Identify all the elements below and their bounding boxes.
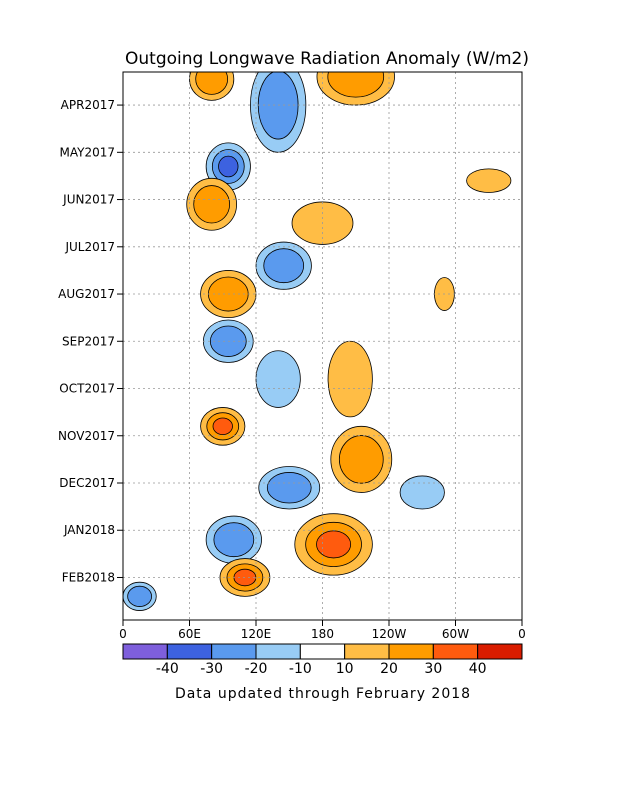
- colorbar-bin: [432, 643, 479, 660]
- anomaly-patch: [213, 522, 255, 558]
- anomaly-patch: [195, 72, 229, 95]
- colorbar-bin: [299, 643, 346, 660]
- plot-area: [123, 72, 522, 620]
- anomaly-patch: [218, 155, 239, 178]
- colorbar-label: 10: [336, 661, 354, 677]
- colorbar-label: -30: [200, 661, 223, 677]
- colorbar-label: -40: [156, 661, 179, 677]
- y-tick-label: OCT2017: [59, 382, 115, 396]
- anomaly-patch: [327, 340, 373, 418]
- colorbar-bin: [211, 643, 257, 660]
- colorbar-label: -20: [245, 661, 268, 677]
- y-tick-label: SEP2017: [62, 334, 115, 348]
- x-tick-label: 120W: [372, 627, 407, 641]
- y-tick-label: JUL2017: [64, 240, 115, 254]
- y-tick-label: JUN2017: [62, 193, 115, 207]
- anomaly-patch: [263, 248, 305, 284]
- y-tick-label: FEB2018: [62, 570, 115, 584]
- anomaly-patch: [338, 435, 384, 484]
- colorbar-label: 30: [424, 661, 442, 677]
- y-tick-label: AUG2017: [58, 287, 115, 301]
- anomaly-patch: [466, 168, 512, 193]
- colorbar-label: 20: [380, 661, 398, 677]
- y-tick-label: DEC2017: [59, 476, 115, 490]
- y-tick-label: MAY2017: [60, 145, 116, 159]
- anomaly-patch: [127, 585, 152, 607]
- x-tick-label: 0: [119, 627, 127, 641]
- chart-title: Outgoing Longwave Radiation Anomaly (W/m…: [125, 49, 529, 69]
- x-tick-label: 0: [518, 627, 526, 641]
- anomaly-patch: [255, 350, 301, 408]
- colorbar-bin: [344, 643, 390, 660]
- anomaly-patch: [212, 417, 233, 436]
- axes: 0 60E 120E 180 120W 60W 0 APR2017 MAY2017 JUN2017…: [58, 98, 526, 641]
- x-tick-label: 60E: [178, 627, 201, 641]
- y-tick-label: APR2017: [61, 98, 115, 112]
- y-tick-label: JAN2018: [63, 523, 115, 537]
- x-tick-label: 120E: [241, 627, 272, 641]
- anomaly-patch: [327, 72, 385, 98]
- colorbar: -40 -30 -20 -10 10 20 30 40: [122, 643, 523, 677]
- colorbar-bin: [166, 643, 213, 660]
- y-tick-label: NOV2017: [58, 429, 115, 443]
- grid-lines: [122, 72, 523, 620]
- anomaly-patch: [316, 530, 352, 559]
- footer-text: Data updated through February 2018: [175, 686, 471, 702]
- x-tick-label: 180: [311, 627, 334, 641]
- anomaly-patch: [266, 472, 312, 504]
- colorbar-label: -10: [289, 661, 312, 677]
- x-tick-label: 60W: [442, 627, 469, 641]
- colorbar-bin: [477, 643, 523, 660]
- colorbar-label: 40: [469, 661, 487, 677]
- colorbar-bin: [255, 643, 301, 660]
- colorbar-bin: [388, 643, 434, 660]
- colorbar-bin: [122, 643, 168, 660]
- anomaly-patch: [193, 185, 231, 224]
- anomaly-patch: [399, 475, 445, 510]
